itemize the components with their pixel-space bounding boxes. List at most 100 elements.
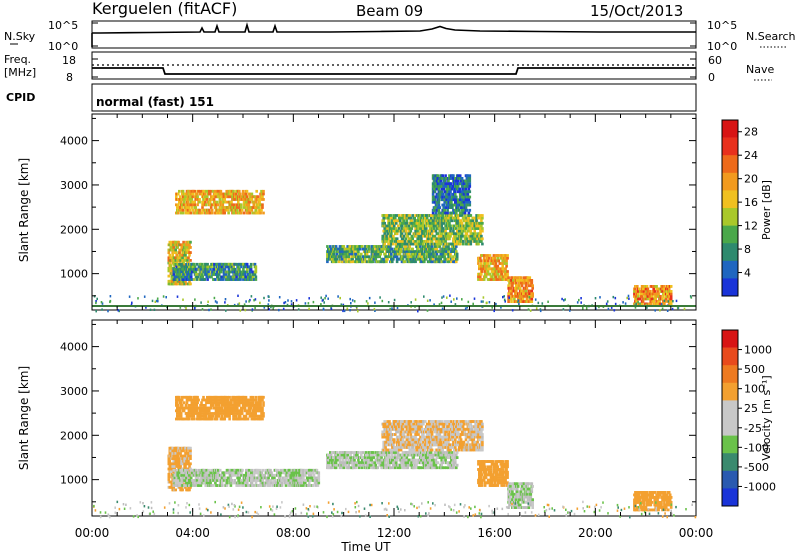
echo-cell <box>516 297 520 301</box>
echo-cell <box>201 476 205 480</box>
echo-cell <box>246 417 250 421</box>
echo-cell <box>382 237 385 241</box>
echo-cell <box>241 270 244 274</box>
echo-cell <box>200 406 203 410</box>
colorbar-block <box>722 172 738 191</box>
echo-cell <box>183 454 186 458</box>
echo-cell <box>252 471 256 475</box>
echo-cell <box>391 260 394 264</box>
echo-cell <box>178 395 181 399</box>
echo-cell <box>461 190 465 194</box>
colorbar-block <box>722 155 738 174</box>
echo-cell <box>183 192 187 196</box>
echo-cell <box>513 297 516 301</box>
echo-cell <box>450 177 453 180</box>
echo-cell <box>333 255 337 259</box>
echo-cell <box>242 200 246 204</box>
echo-cell <box>217 395 221 399</box>
echo-cell <box>177 465 180 468</box>
echo-cell <box>247 468 251 472</box>
echo-cell <box>169 264 173 267</box>
clutter-cell <box>414 298 417 301</box>
echo-cell <box>261 206 264 209</box>
echo-cell <box>410 234 414 238</box>
echo-cell <box>447 252 450 256</box>
echo-cell <box>249 471 253 475</box>
clutter-cell <box>100 301 103 304</box>
echo-cell <box>184 468 187 472</box>
echo-cell <box>176 262 179 266</box>
echo-cell <box>418 232 421 236</box>
echo-cell <box>217 275 220 279</box>
echo-cell <box>180 481 183 485</box>
echo-cell <box>354 247 357 251</box>
echo-cell <box>520 289 524 293</box>
echo-cell <box>659 295 662 298</box>
echo-cell <box>451 206 454 209</box>
echo-cell <box>261 473 265 477</box>
echo-cell <box>434 211 438 215</box>
echo-cell <box>188 465 191 468</box>
echo-cell <box>254 481 258 485</box>
echo-cell <box>382 245 385 248</box>
echo-cell <box>423 255 426 259</box>
echo-cell <box>226 398 229 402</box>
echo-cell <box>198 479 202 482</box>
echo-cell <box>259 481 263 485</box>
echo-cell <box>655 300 658 303</box>
clutter-cell <box>342 309 344 313</box>
echo-cell <box>464 187 468 191</box>
clutter-cell <box>423 295 425 298</box>
clutter-cell <box>635 302 637 305</box>
echo-cell <box>194 206 197 209</box>
echo-cell <box>646 287 650 291</box>
clutter-cell <box>518 302 520 306</box>
echo-cell <box>371 247 375 251</box>
echo-cell <box>506 254 509 257</box>
echo-cell <box>383 227 386 230</box>
echo-cell <box>285 471 289 475</box>
echo-cell <box>497 259 501 263</box>
echo-cell <box>278 473 282 477</box>
cpid-panel <box>91 83 697 112</box>
echo-cell <box>189 192 193 196</box>
echo-cell <box>224 208 227 212</box>
echo-cell <box>528 297 532 301</box>
echo-cell <box>188 198 192 201</box>
echo-cell <box>367 250 371 253</box>
echo-cell <box>448 247 451 251</box>
clutter-cell <box>482 296 485 299</box>
echo-cell <box>176 398 179 402</box>
echo-cell <box>181 259 184 262</box>
clutter-cell <box>627 294 630 298</box>
echo-cell <box>502 267 505 271</box>
echo-cell <box>430 232 434 236</box>
echo-cell <box>247 208 251 212</box>
clutter-cell <box>624 302 627 305</box>
echo-cell <box>411 214 414 217</box>
clutter-cell <box>464 307 467 310</box>
echo-cell <box>355 257 358 261</box>
echo-cell <box>440 185 444 188</box>
echo-cell <box>367 245 371 248</box>
echo-cell <box>241 398 245 402</box>
echo-cell <box>357 250 360 253</box>
echo-cell <box>233 417 236 421</box>
echo-cell <box>466 182 470 186</box>
echo-cell <box>206 278 209 281</box>
echo-cell <box>468 208 472 212</box>
nsky-tick-top: 10^5 <box>48 19 78 32</box>
echo-cell <box>245 275 248 279</box>
echo-cell <box>455 179 458 183</box>
echo-cell <box>436 206 440 209</box>
echo-cell <box>185 192 189 196</box>
echo-cell <box>270 479 273 482</box>
echo-cell <box>473 234 476 238</box>
echo-cell <box>189 406 193 410</box>
echo-cell <box>438 245 442 248</box>
echo-cell <box>396 229 400 233</box>
echo-cell <box>363 257 367 261</box>
echo-cell <box>243 406 247 410</box>
echo-cell <box>244 417 248 421</box>
echo-cell <box>174 471 178 475</box>
